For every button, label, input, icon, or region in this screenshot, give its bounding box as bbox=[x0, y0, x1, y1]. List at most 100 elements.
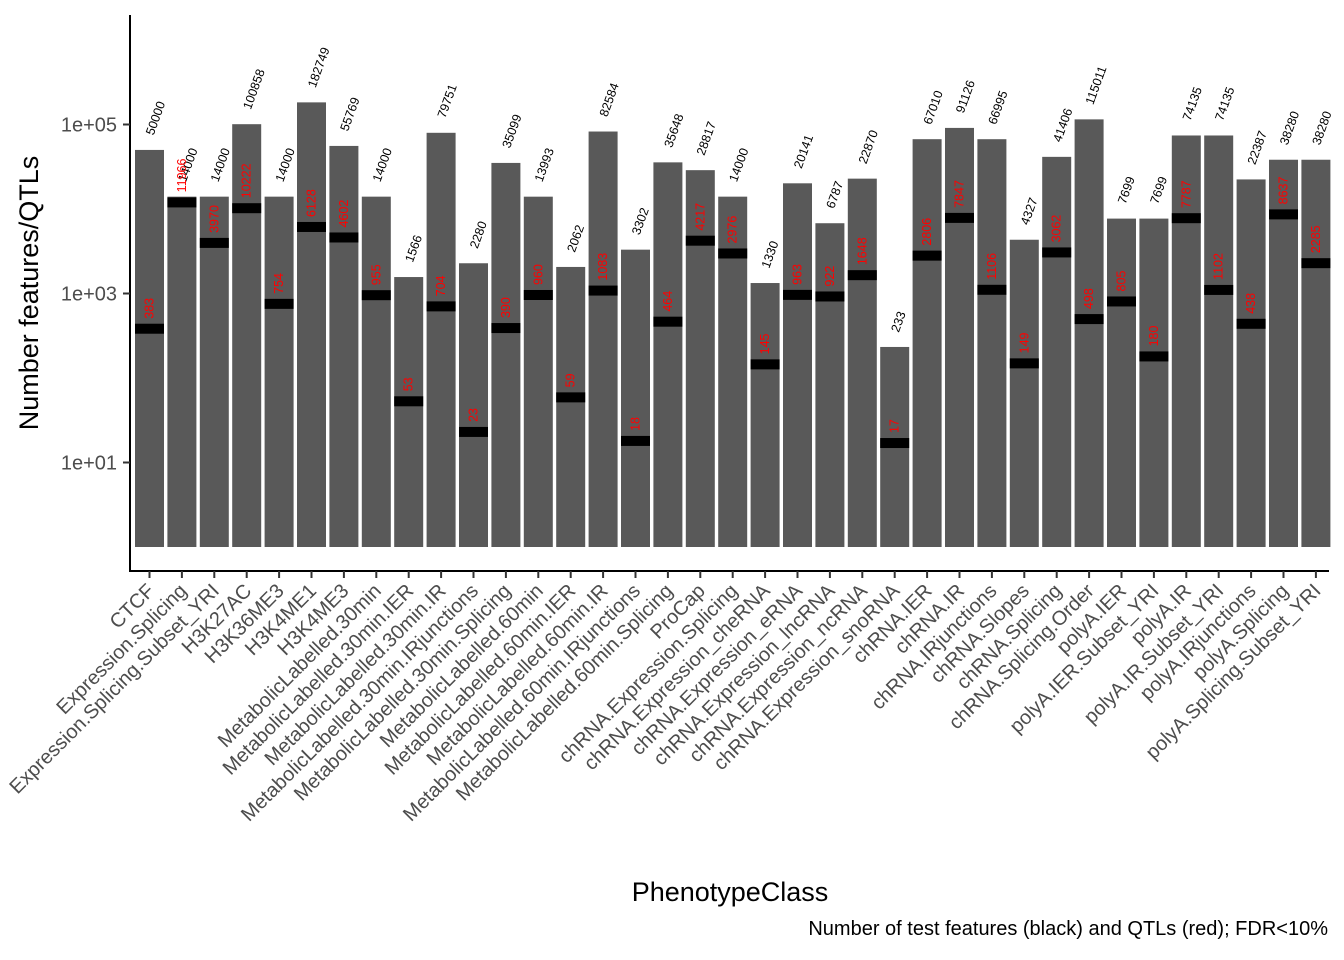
qtl-count-label: 960 bbox=[531, 264, 545, 285]
qtl-count-label: 8637 bbox=[1277, 177, 1291, 205]
bar-chrna-expression-erna bbox=[783, 183, 812, 547]
qtl-count-label: 4217 bbox=[693, 203, 707, 231]
feature-count-label: 74135 bbox=[1212, 85, 1237, 122]
feature-count-label: 20141 bbox=[791, 133, 816, 170]
feature-count-label: 82584 bbox=[597, 81, 622, 118]
qtl-count-label: 383 bbox=[143, 298, 157, 319]
x-axis-title: PhenotypeClass bbox=[632, 877, 829, 907]
bar-expression-splicing-subset-yri bbox=[199, 196, 229, 548]
qtl-marker-metaboliclabelled-30min-ir bbox=[426, 301, 456, 312]
feature-count-label: 38280 bbox=[1310, 109, 1335, 146]
qtl-marker-procap bbox=[685, 235, 715, 246]
qtl-marker-chrna-irjunctions bbox=[977, 284, 1007, 295]
bar-chrna-ier bbox=[912, 139, 942, 547]
bar-chrna-expression-lncrna bbox=[815, 223, 845, 548]
qtl-marker-metaboliclabelled-60min-ier bbox=[556, 392, 586, 403]
feature-count-label: 4327 bbox=[1018, 196, 1041, 227]
bars-layer bbox=[135, 102, 1331, 548]
qtl-count-label: 438 bbox=[1244, 293, 1258, 314]
feature-count-label: 41406 bbox=[1050, 106, 1075, 143]
qtl-marker-h3k36me3 bbox=[264, 298, 294, 309]
qtl-marker-polya-splicing-subset-yri bbox=[1301, 258, 1331, 269]
bar-metaboliclabelled-60min-ier bbox=[556, 266, 586, 547]
qtl-count-label: 1083 bbox=[596, 253, 610, 281]
feature-count-label: 14000 bbox=[208, 146, 233, 183]
y-ticks: 1e+01 1e+03 1e+05 bbox=[61, 115, 130, 475]
qtl-count-label: 10222 bbox=[240, 163, 254, 198]
qtl-count-label: 2976 bbox=[726, 216, 740, 244]
bar-polya-ir-subset-yri bbox=[1204, 135, 1234, 547]
y-tick-label: 1e+01 bbox=[61, 453, 117, 475]
bar-metaboliclabelled-60min-irjunctions bbox=[621, 249, 650, 547]
qtl-count-label: 963 bbox=[791, 264, 805, 285]
bar-metaboliclabelled-60min-ir bbox=[588, 131, 618, 548]
y-tick-label: 1e+05 bbox=[61, 115, 117, 137]
qtl-marker-chrna-expression-snorna bbox=[880, 438, 910, 449]
qtl-count-label: 11966 bbox=[175, 159, 189, 193]
qtl-marker-h3k4me3 bbox=[329, 232, 359, 243]
bar-chrna-splicing bbox=[1042, 156, 1072, 547]
feature-count-label: 233 bbox=[888, 310, 908, 334]
qtl-marker-chrna-ier bbox=[912, 250, 942, 261]
qtl-marker-metaboliclabelled-30min bbox=[361, 290, 391, 301]
bar-polya-splicing bbox=[1269, 159, 1298, 547]
feature-count-label: 22387 bbox=[1245, 129, 1270, 166]
feature-count-label: 55769 bbox=[338, 95, 363, 132]
qtl-count-label: 1106 bbox=[985, 253, 999, 280]
bar-chrna-irjunctions bbox=[977, 139, 1007, 548]
bar-metaboliclabelled-60min bbox=[523, 196, 553, 547]
qtl-count-label: 2806 bbox=[920, 218, 934, 246]
feature-count-label: 1330 bbox=[759, 239, 782, 270]
qtl-marker-metaboliclabelled-30min-irjunctions bbox=[459, 426, 488, 437]
qtl-marker-chrna-expression-splicing bbox=[718, 248, 748, 259]
feature-count-label: 14000 bbox=[370, 146, 395, 183]
qtl-count-label: 704 bbox=[434, 275, 448, 296]
feature-count-label: 66995 bbox=[986, 89, 1011, 126]
feature-count-label: 2280 bbox=[467, 219, 490, 250]
qtl-marker-expression-splicing-subset-yri bbox=[199, 237, 229, 248]
qtl-count-label: 922 bbox=[823, 266, 837, 287]
feature-count-label: 14000 bbox=[726, 146, 751, 183]
qtl-count-label: 18 bbox=[629, 417, 643, 431]
y-axis-title: Number features/QTLs bbox=[14, 156, 44, 431]
feature-count-label: 7699 bbox=[1148, 175, 1171, 206]
qtl-marker-metaboliclabelled-30min-ier bbox=[394, 396, 424, 407]
qtl-count-label: 390 bbox=[499, 297, 513, 318]
qtl-count-label: 955 bbox=[369, 264, 383, 285]
qtl-count-label: 145 bbox=[758, 333, 772, 354]
bar-h3k4me3 bbox=[329, 145, 359, 547]
qtl-count-label: 464 bbox=[661, 291, 675, 312]
feature-count-label: 79751 bbox=[435, 82, 460, 119]
bar-polya-splicing-subset-yri bbox=[1301, 159, 1331, 547]
feature-count-label: 1566 bbox=[402, 233, 425, 264]
bar-chrna-ir bbox=[945, 127, 974, 548]
qtl-marker-ctcf bbox=[135, 323, 164, 334]
bar-polya-ier-subset-yri bbox=[1139, 218, 1169, 547]
qtl-marker-chrna-slopes bbox=[1009, 358, 1039, 369]
feature-count-label: 3302 bbox=[629, 206, 652, 237]
bar-h3k27ac bbox=[232, 124, 262, 548]
qtl-count-label: 1102 bbox=[1212, 253, 1226, 280]
feature-count-label: 2062 bbox=[564, 223, 587, 254]
qtl-marker-chrna-expression-erna bbox=[783, 289, 812, 300]
feature-count-label: 35099 bbox=[500, 112, 525, 149]
feature-count-label: 115011 bbox=[1083, 64, 1110, 106]
y-tick-label: 1e+03 bbox=[61, 284, 117, 306]
qtl-marker-polya-ier bbox=[1107, 296, 1136, 307]
bar-polya-irjunctions bbox=[1236, 179, 1266, 547]
qtl-marker-h3k4me1 bbox=[297, 221, 326, 232]
qtl-marker-chrna-splicing-order bbox=[1074, 314, 1104, 325]
bar-chrna-splicing-order bbox=[1074, 119, 1104, 547]
qtl-marker-chrna-expression-lncrna bbox=[815, 291, 845, 302]
bar-procap bbox=[685, 170, 715, 548]
qtl-count-label: 23 bbox=[467, 408, 481, 422]
bar-expression-splicing bbox=[167, 196, 197, 548]
qtl-count-label: 7847 bbox=[953, 180, 967, 208]
bar-chrna-expression-cherna bbox=[750, 283, 780, 547]
bar-chrna-expression-ncrna bbox=[847, 178, 877, 547]
qtl-marker-polya-ier-subset-yri bbox=[1139, 351, 1169, 362]
qtl-marker-metaboliclabelled-60min-ir bbox=[588, 285, 618, 296]
bar-metaboliclabelled-30min-splicing bbox=[491, 162, 521, 547]
bar-metaboliclabelled-30min-irjunctions bbox=[459, 263, 488, 547]
